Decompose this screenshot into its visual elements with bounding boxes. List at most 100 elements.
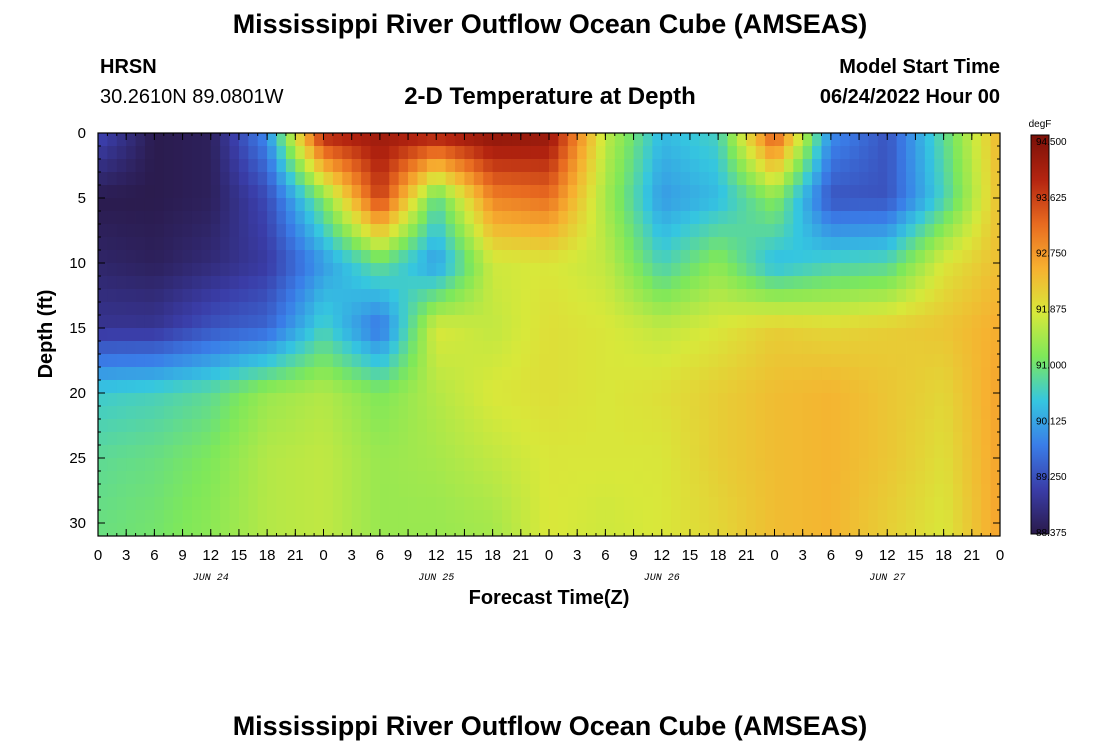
heatmap-cell [727,380,738,394]
heatmap-cell [530,302,541,316]
heatmap-cell [652,380,663,394]
heatmap-cell [492,133,503,147]
heatmap-cell [981,380,992,394]
heatmap-cell [624,211,634,225]
heatmap-cell [793,367,804,381]
heatmap-cell [191,263,202,277]
heatmap-cell [314,354,324,368]
heatmap-cell [379,250,390,264]
heatmap-cell [351,445,362,459]
heatmap-cell [426,367,437,381]
heatmap-cell [906,211,916,225]
heatmap-cell [220,406,230,420]
heatmap-cell [229,185,240,199]
heatmap-cell [802,172,813,186]
heatmap-cell [661,341,672,355]
heatmap-cell [887,432,898,446]
heatmap-cell [661,159,672,173]
heatmap-cell [868,432,879,446]
heatmap-cell [661,211,672,225]
heatmap-cell [436,276,447,290]
heatmap-cell [971,497,982,511]
heatmap-cell [502,211,512,225]
heatmap-cell [201,172,212,186]
heatmap-cell [821,276,832,290]
heatmap-cell [689,367,700,381]
heatmap-cell [135,276,146,290]
heatmap-cell [652,237,663,251]
heatmap-cell [718,302,728,316]
heatmap-cell [727,341,738,355]
heatmap-cell [332,263,343,277]
heatmap-cell [144,198,155,212]
heatmap-cell [455,185,465,199]
heatmap-cell [116,133,127,147]
heatmap-cell [981,250,992,264]
heatmap-cell [868,224,879,238]
heatmap-cell [511,432,522,446]
heatmap-cell [774,471,785,485]
heatmap-cell [257,185,268,199]
model-start-label: Model Start Time [839,56,1000,78]
heatmap-cell [906,276,916,290]
heatmap-cell [154,393,165,407]
heatmap-cell [727,276,738,290]
heatmap-cell [708,263,719,277]
heatmap-cell [699,250,710,264]
heatmap-cell [943,172,954,186]
heatmap-cell [295,250,306,264]
heatmap-cell [220,276,230,290]
heatmap-cell [379,432,390,446]
heatmap-cell [370,341,381,355]
heatmap-cell [473,276,484,290]
heatmap-cell [699,393,710,407]
heatmap-cell [445,198,456,212]
heatmap-cell [924,445,935,459]
heatmap-cell [351,341,362,355]
heatmap-cell [530,432,541,446]
heatmap-cell [238,432,249,446]
x-tick-label: 3 [573,547,581,564]
heatmap-cell [323,185,334,199]
heatmap-cell [267,393,277,407]
heatmap-cell [567,458,578,472]
heatmap-cell [924,133,935,147]
heatmap-cell [492,510,503,524]
heatmap-cell [483,302,494,316]
heatmap-cell [511,471,522,485]
heatmap-cell [342,133,353,147]
heatmap-cell [455,276,465,290]
heatmap-cell [182,497,193,511]
heatmap-cell [614,380,625,394]
heatmap-cell [849,354,860,368]
heatmap-cell [680,250,691,264]
heatmap-cell [915,146,926,160]
heatmap-cell [924,432,935,446]
heatmap-cell [718,497,728,511]
heatmap-cell [436,484,447,498]
heatmap-cell [981,445,992,459]
heatmap-cell [981,393,992,407]
heatmap-cell [502,302,512,316]
x-date-label: JUN 24 [193,573,229,584]
heatmap-cell [492,406,503,420]
heatmap-cell [539,289,550,303]
heatmap-cell [191,302,202,316]
heatmap-cell [191,315,202,329]
heatmap-cell [812,133,822,147]
heatmap-cell [154,211,165,225]
heatmap-cell [849,445,860,459]
heatmap-cell [699,484,710,498]
heatmap-cell [586,185,597,199]
heatmap-cell [765,250,775,264]
heatmap-cell [154,185,165,199]
heatmap-cell [539,146,550,160]
heatmap-cell [455,406,465,420]
heatmap-cell [859,367,869,381]
heatmap-cell [849,289,860,303]
heatmap-cell [436,211,447,225]
heatmap-cell [718,289,728,303]
heatmap-cell [755,224,766,238]
heatmap-cell [314,445,324,459]
heatmap-cell [182,458,193,472]
